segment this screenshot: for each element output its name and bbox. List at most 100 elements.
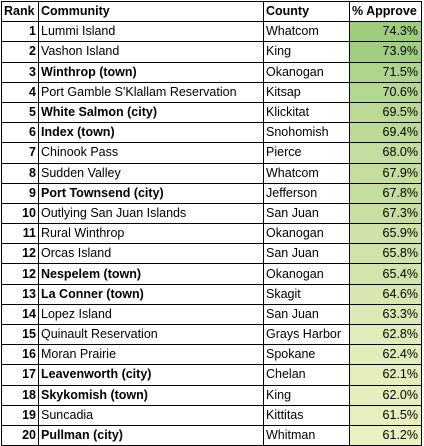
table-row: 11 Rural Winthrop Okanogan 65.9% xyxy=(1,223,422,245)
header-county[interactable]: County xyxy=(263,0,350,23)
approve-cell[interactable]: 62.4% xyxy=(349,344,422,366)
rank-cell[interactable]: 3 xyxy=(1,61,39,83)
county-cell[interactable]: King xyxy=(263,384,350,406)
table-row: 9 Port Townsend (city) Jefferson 67.8% xyxy=(1,182,422,204)
county-cell[interactable]: Kittitas xyxy=(263,404,350,426)
approve-cell[interactable]: 68.0% xyxy=(349,142,422,164)
community-cell[interactable]: Sudden Valley xyxy=(38,162,264,184)
community-cell[interactable]: Rural Winthrop xyxy=(38,223,264,245)
approve-cell[interactable]: 62.8% xyxy=(349,323,422,346)
header-rank[interactable]: Rank xyxy=(1,0,39,23)
header-community[interactable]: Community xyxy=(38,0,264,23)
community-cell[interactable]: Leavenworth (city) xyxy=(38,364,264,386)
community-cell[interactable]: Port Townsend (city) xyxy=(38,182,264,204)
community-cell[interactable]: Chinook Pass xyxy=(38,142,264,164)
rank-cell[interactable]: 6 xyxy=(1,122,39,144)
rank-cell[interactable]: 13 xyxy=(1,283,39,305)
table-row: 2 Vashon Island King 73.9% xyxy=(1,41,422,63)
county-cell[interactable]: San Juan xyxy=(263,202,350,225)
community-cell[interactable]: Moran Prairie xyxy=(38,344,264,366)
table-row: 19 Suncadia Kittitas 61.5% xyxy=(1,404,422,426)
county-cell[interactable]: Jefferson xyxy=(263,182,350,204)
community-cell[interactable]: Quinault Reservation xyxy=(38,323,264,346)
rank-cell[interactable]: 2 xyxy=(1,41,39,63)
community-cell[interactable]: Nespelem (town) xyxy=(38,263,264,285)
approve-cell[interactable]: 70.6% xyxy=(349,81,422,103)
rank-cell[interactable]: 12 xyxy=(1,263,39,285)
county-cell[interactable]: Kitsap xyxy=(263,81,350,103)
county-cell[interactable]: Whatcom xyxy=(263,21,350,43)
approve-cell[interactable]: 67.3% xyxy=(349,202,422,225)
county-cell[interactable]: Okanogan xyxy=(263,61,350,83)
rank-cell[interactable]: 16 xyxy=(1,344,39,366)
rank-cell[interactable]: 5 xyxy=(1,101,39,124)
approve-cell[interactable]: 74.3% xyxy=(349,21,422,43)
approve-cell[interactable]: 69.5% xyxy=(349,101,422,124)
community-cell[interactable]: Winthrop (town) xyxy=(38,61,264,83)
approve-cell[interactable]: 65.8% xyxy=(349,243,422,265)
rank-cell[interactable]: 8 xyxy=(1,162,39,184)
rank-cell[interactable]: 19 xyxy=(1,404,39,426)
rank-cell[interactable]: 20 xyxy=(1,424,39,446)
approve-cell[interactable]: 61.2% xyxy=(349,424,422,446)
approve-cell[interactable]: 62.1% xyxy=(349,364,422,386)
community-cell[interactable]: Lopez Island xyxy=(38,303,264,326)
approve-cell[interactable]: 67.8% xyxy=(349,182,422,204)
county-cell[interactable]: Whitman xyxy=(263,424,350,446)
community-cell[interactable]: Vashon Island xyxy=(38,41,264,63)
community-cell[interactable]: White Salmon (city) xyxy=(38,101,264,124)
county-cell[interactable]: Skagit xyxy=(263,283,350,305)
approve-cell[interactable]: 65.4% xyxy=(349,263,422,285)
county-cell[interactable]: Klickitat xyxy=(263,101,350,124)
table-row: 5 White Salmon (city) Klickitat 69.5% xyxy=(1,101,422,124)
table-row: 8 Sudden Valley Whatcom 67.9% xyxy=(1,162,422,184)
community-cell[interactable]: La Conner (town) xyxy=(38,283,264,305)
community-cell[interactable]: Skykomish (town) xyxy=(38,384,264,406)
table-row: 7 Chinook Pass Pierce 68.0% xyxy=(1,142,422,164)
rank-cell[interactable]: 1 xyxy=(1,21,39,43)
community-cell[interactable]: Lummi Island xyxy=(38,21,264,43)
approve-cell[interactable]: 64.6% xyxy=(349,283,422,305)
approve-cell[interactable]: 65.9% xyxy=(349,223,422,245)
county-cell[interactable]: Chelan xyxy=(263,364,350,386)
rank-cell[interactable]: 7 xyxy=(1,142,39,164)
county-cell[interactable]: Okanogan xyxy=(263,263,350,285)
rank-cell[interactable]: 12 xyxy=(1,243,39,265)
community-cell[interactable]: Pullman (city) xyxy=(38,424,264,446)
table-row: 18 Skykomish (town) King 62.0% xyxy=(1,384,422,406)
rank-cell[interactable]: 14 xyxy=(1,303,39,326)
county-cell[interactable]: San Juan xyxy=(263,243,350,265)
approve-cell[interactable]: 61.5% xyxy=(349,404,422,426)
rank-cell[interactable]: 4 xyxy=(1,81,39,103)
rank-cell[interactable]: 10 xyxy=(1,202,39,225)
county-cell[interactable]: Grays Harbor xyxy=(263,323,350,346)
approve-cell[interactable]: 62.0% xyxy=(349,384,422,406)
county-cell[interactable]: Okanogan xyxy=(263,223,350,245)
county-cell[interactable]: King xyxy=(263,41,350,63)
county-cell[interactable]: Pierce xyxy=(263,142,350,164)
rank-cell[interactable]: 17 xyxy=(1,364,39,386)
community-cell[interactable]: Outlying San Juan Islands xyxy=(38,202,264,225)
county-cell[interactable]: Spokane xyxy=(263,344,350,366)
community-cell[interactable]: Port Gamble S'Klallam Reservation xyxy=(38,81,264,103)
community-cell[interactable]: Suncadia xyxy=(38,404,264,426)
header-approve[interactable]: % Approve xyxy=(349,0,422,23)
county-cell[interactable]: San Juan xyxy=(263,303,350,326)
rank-cell[interactable]: 18 xyxy=(1,384,39,406)
table-row: 12 Nespelem (town) Okanogan 65.4% xyxy=(1,263,422,285)
rank-cell[interactable]: 11 xyxy=(1,223,39,245)
approve-cell[interactable]: 69.4% xyxy=(349,122,422,144)
approve-cell[interactable]: 73.9% xyxy=(349,41,422,63)
table-row: 14 Lopez Island San Juan 63.3% xyxy=(1,303,422,326)
county-cell[interactable]: Whatcom xyxy=(263,162,350,184)
rank-cell[interactable]: 9 xyxy=(1,182,39,204)
rank-cell[interactable]: 15 xyxy=(1,323,39,346)
county-cell[interactable]: Snohomish xyxy=(263,122,350,144)
approve-cell[interactable]: 71.5% xyxy=(349,61,422,83)
table-row: 12 Orcas Island San Juan 65.8% xyxy=(1,243,422,265)
community-cell[interactable]: Index (town) xyxy=(38,122,264,144)
approve-cell[interactable]: 63.3% xyxy=(349,303,422,326)
approve-cell[interactable]: 67.9% xyxy=(349,162,422,184)
table-body: 1 Lummi Island Whatcom 74.3% 2 Vashon Island K… xyxy=(1,21,422,446)
community-cell[interactable]: Orcas Island xyxy=(38,243,264,265)
